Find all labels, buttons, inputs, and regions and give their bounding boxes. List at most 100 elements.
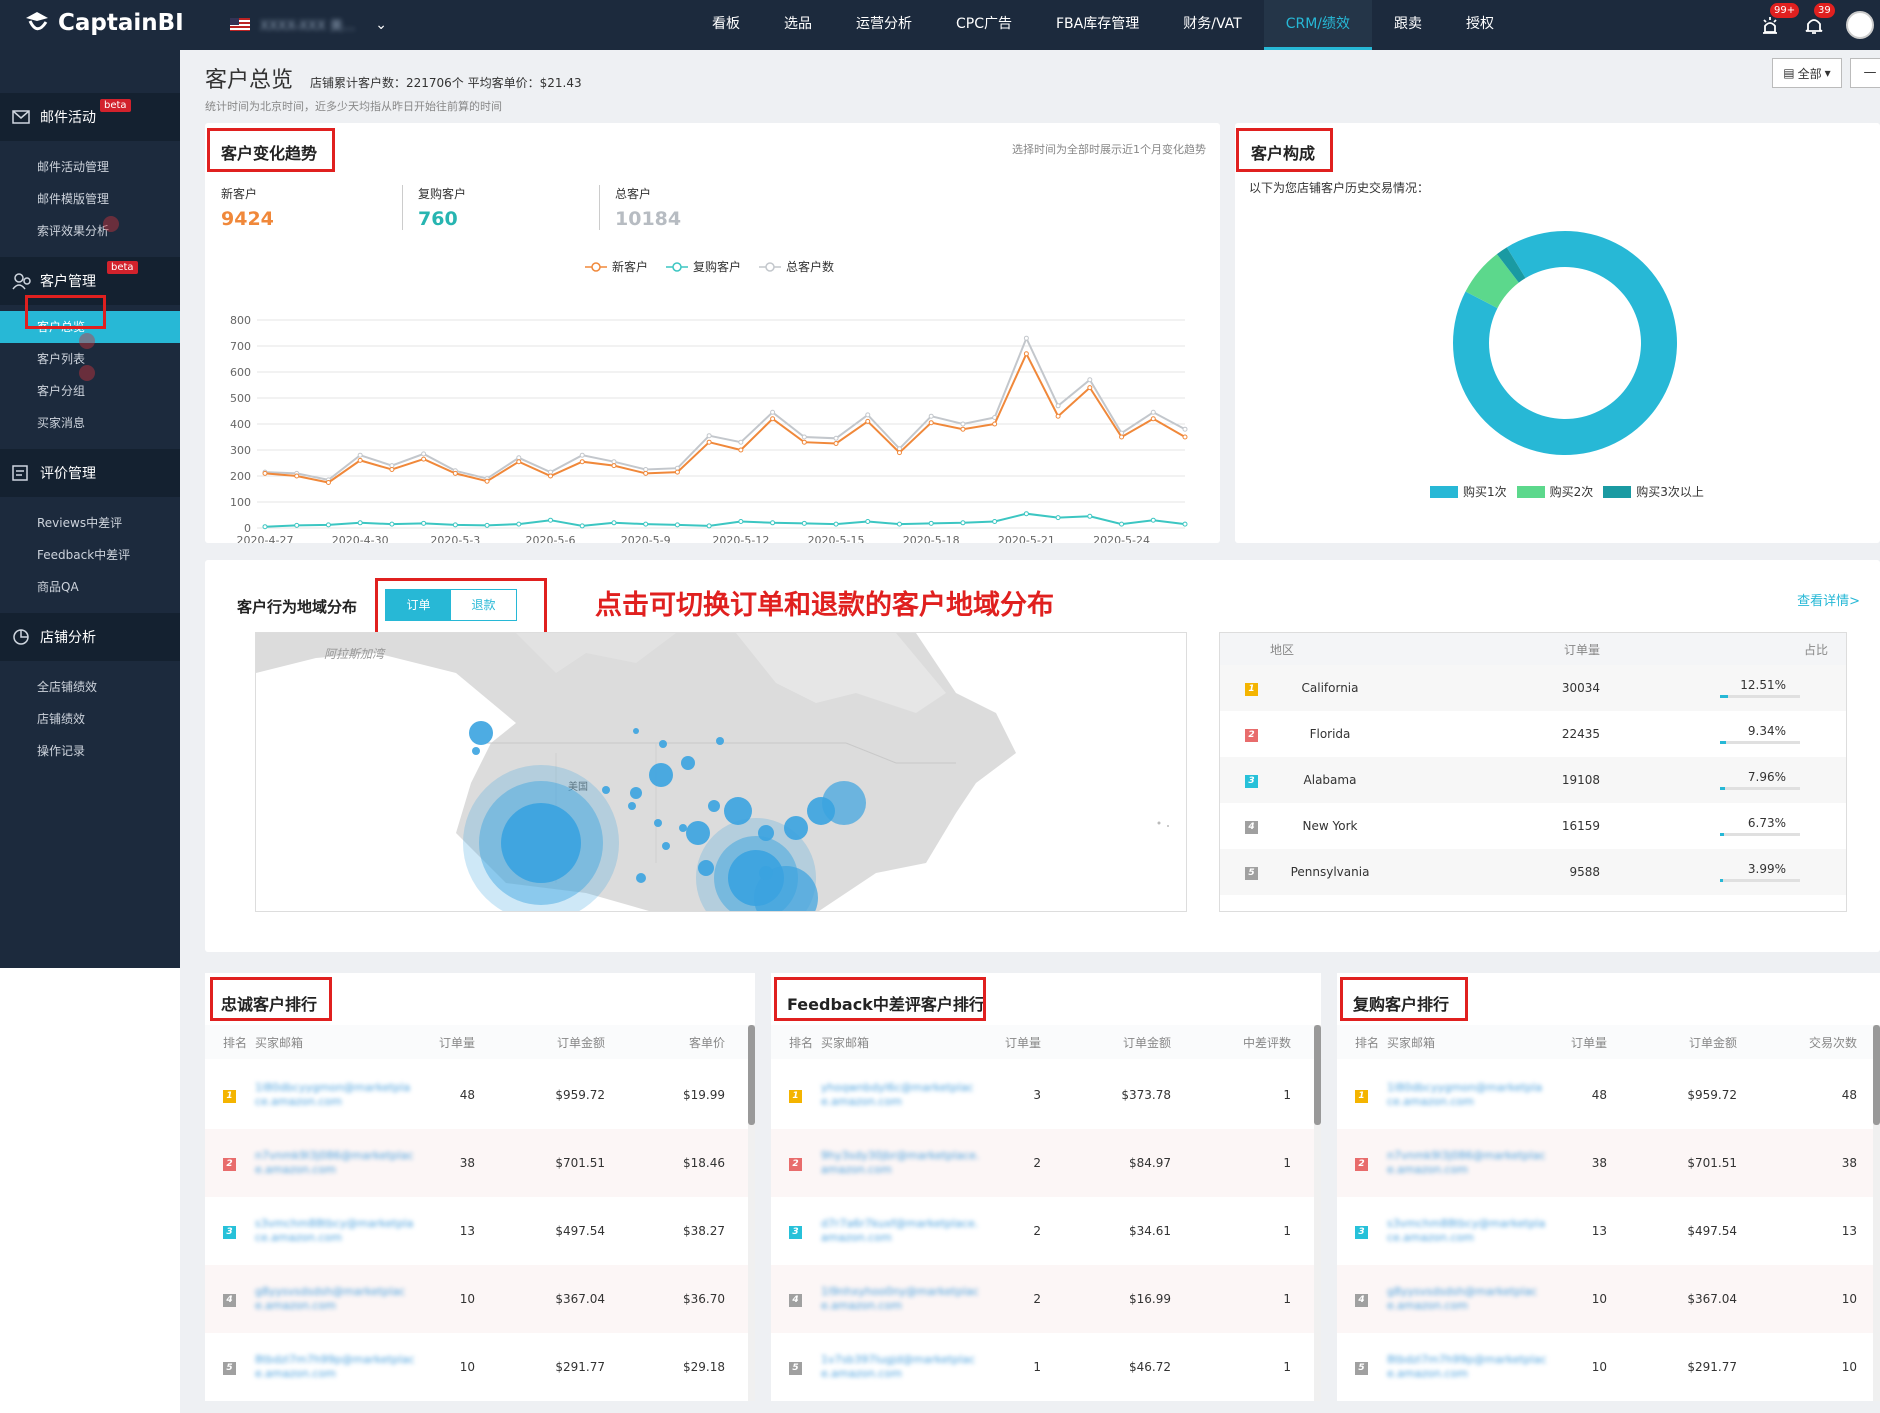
series-point[interactable] bbox=[896, 521, 902, 527]
nav-item[interactable]: 跟卖 bbox=[1394, 16, 1422, 32]
series-point[interactable] bbox=[674, 522, 680, 528]
table-row[interactable]: 3 s3vmchm88tbcy@marketplace.amazon.com 13 $… bbox=[205, 1197, 755, 1265]
series-point[interactable] bbox=[262, 470, 268, 476]
series-point[interactable] bbox=[992, 519, 998, 524]
table-row[interactable]: 1 1l80dbcyygmon@marketplace.amazon.com 48 $… bbox=[1337, 1061, 1880, 1129]
series-point[interactable] bbox=[1087, 377, 1093, 383]
series-point[interactable] bbox=[1182, 426, 1188, 432]
series-point[interactable] bbox=[1055, 403, 1061, 409]
table-row[interactable]: 4 1l9nhxyhoo0ny@marketplace.amazon.com 2 $1… bbox=[771, 1265, 1321, 1333]
sidebar-item-store-perf[interactable]: 店铺绩效 bbox=[37, 712, 86, 726]
nav-item[interactable]: CPC广告 bbox=[956, 16, 1012, 32]
buyer-email[interactable]: 1l80dbcyygmon@marketplace.amazon.com bbox=[1387, 1081, 1543, 1108]
map-bubble[interactable] bbox=[784, 816, 808, 840]
series-point[interactable] bbox=[833, 435, 839, 441]
series-point[interactable] bbox=[1087, 385, 1093, 391]
series-point[interactable] bbox=[294, 473, 300, 479]
nav-item[interactable]: 选品 bbox=[784, 16, 812, 32]
series-point[interactable] bbox=[325, 480, 331, 485]
secondary-filter[interactable]: — bbox=[1850, 58, 1880, 88]
buyer-email[interactable]: 8tbdzl7m7h99p@marketplace.amazon.com bbox=[1387, 1353, 1547, 1380]
sidebar-item-mail-activity[interactable]: 邮件活动管理 bbox=[37, 160, 110, 174]
series-point[interactable] bbox=[389, 521, 395, 527]
series-point[interactable] bbox=[738, 519, 744, 524]
table-row[interactable]: 4 g8yysvsdsdsh@marketplace.amazon.com 10 $3… bbox=[1337, 1265, 1880, 1333]
series-point[interactable] bbox=[928, 413, 934, 419]
map-bubble[interactable] bbox=[698, 860, 714, 876]
store-selector[interactable]: XXXX-XXX 美... ⌄ bbox=[230, 15, 387, 34]
map-bubble[interactable] bbox=[708, 800, 720, 812]
series-point[interactable] bbox=[548, 473, 554, 479]
donut-slice[interactable] bbox=[1465, 254, 1519, 309]
series-point[interactable] bbox=[1087, 513, 1093, 519]
buyer-email[interactable]: g8yysvsdsdsh@marketplace.amazon.com bbox=[1387, 1285, 1538, 1312]
table-row[interactable]: 5 8tbdzl7m7h99p@marketplace.amazon.com 10 $… bbox=[1337, 1333, 1880, 1401]
map-bubble[interactable] bbox=[469, 721, 493, 745]
series-point[interactable] bbox=[1150, 416, 1156, 422]
sidebar-item-all-store-perf[interactable]: 全店铺绩效 bbox=[37, 680, 98, 694]
map-bubble[interactable] bbox=[807, 797, 835, 825]
series-point[interactable] bbox=[262, 524, 268, 530]
nav-item[interactable]: FBA库存管理 bbox=[1056, 16, 1140, 32]
series-point[interactable] bbox=[960, 520, 966, 526]
sidebar-item-buyer-messages[interactable]: 买家消息 bbox=[37, 416, 86, 430]
series-point[interactable] bbox=[992, 421, 998, 427]
table-row[interactable]: 4 g8yysvsdsdsh@marketplace.amazon.com 10 $3… bbox=[205, 1265, 755, 1333]
series-point[interactable] bbox=[357, 452, 363, 458]
scrollbar[interactable] bbox=[1873, 1025, 1880, 1401]
series-point[interactable] bbox=[421, 520, 427, 526]
toggle-refunds[interactable]: 退款 bbox=[471, 598, 496, 612]
scrollbar[interactable] bbox=[748, 1025, 755, 1401]
series-point[interactable] bbox=[1150, 517, 1156, 523]
sidebar-group-reviews[interactable]: 评价管理 bbox=[0, 449, 180, 497]
series-point[interactable] bbox=[738, 439, 744, 445]
series-point[interactable] bbox=[706, 523, 712, 529]
nav-item[interactable]: 看板 bbox=[712, 16, 740, 32]
series-point[interactable] bbox=[1119, 434, 1125, 440]
series-point[interactable] bbox=[865, 412, 871, 418]
series-point[interactable] bbox=[1182, 434, 1188, 440]
legend-item-total[interactable]: 总客户数 bbox=[759, 258, 834, 275]
brand-logo[interactable]: CaptainBI bbox=[22, 8, 184, 38]
map-bubble[interactable] bbox=[472, 747, 480, 755]
series-point[interactable] bbox=[548, 517, 554, 523]
series-point[interactable] bbox=[833, 441, 839, 446]
table-row[interactable]: 1 yhoqwnbdyl6c@marketplace.amazon.com 3 $37… bbox=[771, 1061, 1321, 1129]
map-bubble[interactable] bbox=[633, 728, 639, 734]
series-point[interactable] bbox=[770, 409, 776, 415]
series-point[interactable] bbox=[865, 418, 871, 424]
legend-item-buy1[interactable]: 购买1次 bbox=[1430, 483, 1507, 500]
map-bubble[interactable] bbox=[630, 787, 642, 799]
series-point[interactable] bbox=[833, 521, 839, 527]
series-point[interactable] bbox=[896, 450, 902, 456]
series-point[interactable] bbox=[706, 433, 712, 439]
series-point[interactable] bbox=[1023, 511, 1029, 517]
map-bubble[interactable] bbox=[662, 842, 670, 850]
series-point[interactable] bbox=[928, 420, 934, 426]
series-point[interactable] bbox=[421, 456, 427, 462]
series-point[interactable] bbox=[294, 522, 300, 528]
series-point[interactable] bbox=[579, 459, 585, 465]
series-point[interactable] bbox=[770, 520, 776, 526]
series-point[interactable] bbox=[1182, 521, 1188, 527]
scrollbar[interactable] bbox=[1314, 1025, 1321, 1401]
buyer-email[interactable]: g8yysvsdsdsh@marketplace.amazon.com bbox=[255, 1285, 406, 1312]
series-point[interactable] bbox=[579, 523, 585, 529]
view-more-link[interactable]: 查看详情> bbox=[1797, 594, 1860, 609]
series-point[interactable] bbox=[706, 439, 712, 445]
nav-item[interactable]: 财务/VAT bbox=[1183, 16, 1242, 32]
scroll-thumb[interactable] bbox=[1873, 1025, 1880, 1125]
date-filter-dropdown[interactable]: ▤ 全部 ▾ bbox=[1772, 58, 1842, 88]
order-refund-toggle[interactable]: 订单 退款 bbox=[385, 589, 517, 621]
sidebar-item-feedback-negative[interactable]: Feedback中差评 bbox=[37, 548, 131, 562]
series-point[interactable] bbox=[1055, 515, 1061, 521]
series-point[interactable] bbox=[579, 452, 585, 458]
nav-item-active[interactable]: CRM/绩效 bbox=[1263, 0, 1372, 50]
alert-icon[interactable]: 99+ bbox=[1758, 3, 1800, 37]
table-row[interactable]: 2 9hy3sdy30jbr@marketplace.amazon.com 2 $84… bbox=[771, 1129, 1321, 1197]
scroll-thumb[interactable] bbox=[748, 1025, 755, 1125]
map-bubble[interactable] bbox=[654, 819, 662, 827]
series-point[interactable] bbox=[1119, 521, 1125, 527]
series-point[interactable] bbox=[516, 459, 522, 465]
table-row[interactable]: 2 n7vnmk9l3j086@marketplace.amazon.com 38 $… bbox=[205, 1129, 755, 1197]
